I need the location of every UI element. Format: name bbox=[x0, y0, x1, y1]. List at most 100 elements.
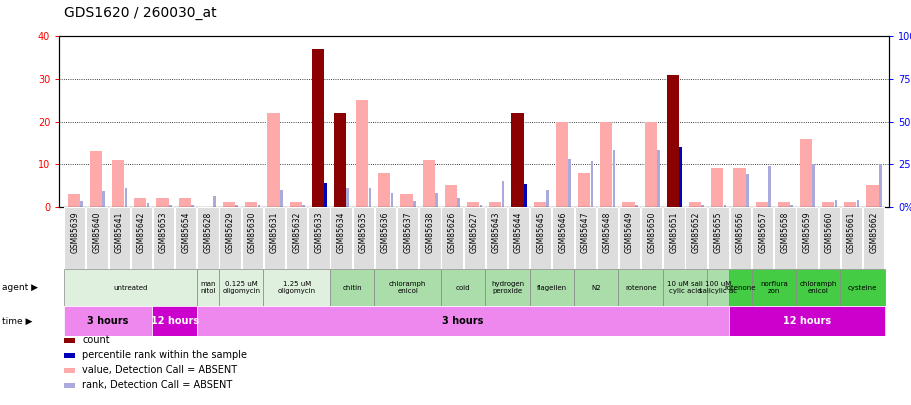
Bar bbox=[67, 194, 80, 207]
Bar bbox=[368, 188, 371, 207]
Text: GSM85634: GSM85634 bbox=[336, 211, 345, 253]
Text: count: count bbox=[82, 335, 109, 345]
Bar bbox=[578, 173, 589, 207]
Bar bbox=[169, 205, 171, 207]
Bar bbox=[197, 207, 219, 269]
Bar bbox=[507, 207, 528, 269]
Text: GSM85633: GSM85633 bbox=[314, 211, 323, 253]
Bar bbox=[374, 207, 395, 269]
Bar bbox=[729, 306, 884, 336]
Bar bbox=[656, 150, 659, 207]
Bar bbox=[745, 174, 748, 207]
Text: rotenone: rotenone bbox=[724, 285, 755, 290]
Bar bbox=[862, 207, 884, 269]
Text: 12 hours: 12 hours bbox=[783, 316, 830, 326]
Text: percentile rank within the sample: percentile rank within the sample bbox=[82, 350, 247, 360]
Bar bbox=[707, 207, 728, 269]
Bar bbox=[834, 200, 836, 207]
Text: GSM85639: GSM85639 bbox=[70, 211, 79, 253]
Bar bbox=[844, 202, 855, 207]
Text: GSM85652: GSM85652 bbox=[691, 211, 700, 253]
Bar bbox=[479, 205, 482, 207]
Bar bbox=[396, 207, 418, 269]
Bar bbox=[818, 207, 839, 269]
Text: GSM85629: GSM85629 bbox=[225, 211, 234, 253]
Bar bbox=[529, 207, 551, 269]
Text: chloramph
enicol: chloramph enicol bbox=[389, 281, 425, 294]
Bar bbox=[147, 203, 149, 207]
Text: N2: N2 bbox=[591, 285, 600, 290]
Bar bbox=[441, 207, 462, 269]
Bar bbox=[486, 207, 507, 269]
Text: man
nitol: man nitol bbox=[200, 281, 216, 294]
Text: GSM85628: GSM85628 bbox=[203, 211, 212, 253]
Bar bbox=[241, 207, 262, 269]
Text: 10 uM sali
cylic acid: 10 uM sali cylic acid bbox=[666, 281, 702, 294]
Bar bbox=[245, 202, 257, 207]
Bar bbox=[878, 164, 881, 207]
Text: GSM85646: GSM85646 bbox=[558, 211, 567, 253]
Bar bbox=[378, 173, 390, 207]
Text: value, Detection Call = ABSENT: value, Detection Call = ABSENT bbox=[82, 365, 237, 375]
Bar bbox=[533, 202, 545, 207]
Bar bbox=[130, 207, 152, 269]
Bar bbox=[555, 122, 568, 207]
Bar bbox=[89, 151, 102, 207]
Bar bbox=[773, 207, 794, 269]
Bar bbox=[333, 113, 345, 207]
Text: chitin: chitin bbox=[342, 285, 362, 290]
Text: GSM85645: GSM85645 bbox=[536, 211, 545, 253]
Text: GSM85642: GSM85642 bbox=[137, 211, 146, 253]
Bar bbox=[179, 198, 190, 207]
Text: GSM85647: GSM85647 bbox=[580, 211, 589, 253]
Text: GSM85649: GSM85649 bbox=[624, 211, 633, 253]
Text: GSM85651: GSM85651 bbox=[669, 211, 678, 253]
Bar bbox=[445, 185, 456, 207]
Bar bbox=[568, 159, 570, 207]
Bar bbox=[865, 185, 877, 207]
Text: GSM85650: GSM85650 bbox=[647, 211, 656, 253]
Bar bbox=[112, 160, 124, 207]
Bar bbox=[599, 122, 611, 207]
Bar bbox=[152, 306, 197, 336]
Text: 12 hours: 12 hours bbox=[150, 316, 199, 326]
Text: cold: cold bbox=[456, 285, 470, 290]
Bar bbox=[463, 207, 485, 269]
Text: GSM85658: GSM85658 bbox=[780, 211, 789, 253]
Bar bbox=[156, 198, 169, 207]
Bar bbox=[640, 207, 661, 269]
Bar bbox=[621, 202, 634, 207]
Bar bbox=[330, 269, 374, 306]
Bar bbox=[134, 198, 147, 207]
Bar bbox=[374, 269, 441, 306]
Bar bbox=[466, 202, 478, 207]
Bar bbox=[80, 201, 83, 207]
Text: GSM85654: GSM85654 bbox=[181, 211, 190, 253]
Text: GSM85630: GSM85630 bbox=[248, 211, 257, 253]
Bar bbox=[457, 198, 459, 207]
Text: norflura
zon: norflura zon bbox=[759, 281, 787, 294]
Bar bbox=[400, 194, 412, 207]
Bar bbox=[346, 188, 349, 207]
Text: GDS1620 / 260030_at: GDS1620 / 260030_at bbox=[64, 6, 216, 20]
Bar bbox=[422, 160, 435, 207]
Text: untreated: untreated bbox=[113, 285, 148, 290]
Text: hydrogen
peroxide: hydrogen peroxide bbox=[490, 281, 524, 294]
Text: rank, Detection Call = ABSENT: rank, Detection Call = ABSENT bbox=[82, 380, 232, 390]
Bar bbox=[589, 161, 592, 207]
Bar bbox=[324, 183, 326, 207]
Bar bbox=[662, 207, 684, 269]
Text: GSM85653: GSM85653 bbox=[159, 211, 168, 253]
Text: GSM85659: GSM85659 bbox=[802, 211, 811, 253]
Bar bbox=[777, 202, 789, 207]
Bar bbox=[108, 207, 129, 269]
Bar bbox=[64, 207, 86, 269]
Bar bbox=[552, 207, 573, 269]
Text: 100 uM
salicylic ac: 100 uM salicylic ac bbox=[699, 281, 737, 294]
Bar bbox=[662, 269, 706, 306]
Text: GSM85661: GSM85661 bbox=[846, 211, 855, 253]
Text: GSM85640: GSM85640 bbox=[92, 211, 101, 253]
Bar bbox=[795, 269, 839, 306]
Text: GSM85662: GSM85662 bbox=[868, 211, 877, 253]
Bar bbox=[701, 205, 703, 207]
